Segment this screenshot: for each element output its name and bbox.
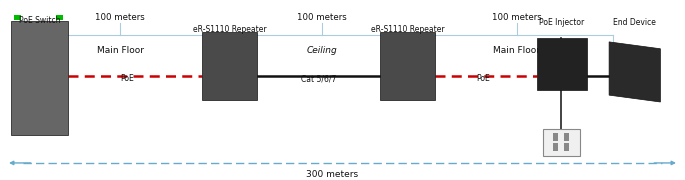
Text: End Device: End Device bbox=[613, 18, 656, 27]
Text: eR-S1110 Repeater: eR-S1110 Repeater bbox=[193, 25, 266, 34]
Text: PoE: PoE bbox=[476, 74, 490, 83]
Text: PoE Injector: PoE Injector bbox=[539, 18, 584, 27]
FancyBboxPatch shape bbox=[380, 32, 435, 100]
Text: 100 meters: 100 meters bbox=[492, 13, 542, 22]
Text: eR-S1110 Repeater: eR-S1110 Repeater bbox=[371, 25, 445, 34]
Text: PoE: PoE bbox=[121, 74, 134, 83]
Bar bbox=[564, 143, 569, 151]
Text: 100 meters: 100 meters bbox=[95, 13, 145, 22]
FancyBboxPatch shape bbox=[543, 129, 580, 156]
Bar bbox=[564, 133, 569, 141]
Text: 300 meters: 300 meters bbox=[306, 170, 358, 179]
FancyBboxPatch shape bbox=[202, 32, 257, 100]
FancyBboxPatch shape bbox=[11, 21, 68, 135]
Text: PoE Switch: PoE Switch bbox=[19, 16, 60, 25]
Bar bbox=[553, 133, 558, 141]
Bar bbox=[553, 143, 558, 151]
FancyBboxPatch shape bbox=[537, 39, 586, 90]
Bar bbox=[14, 15, 21, 20]
Text: Cat 5/6/7: Cat 5/6/7 bbox=[301, 74, 336, 83]
Text: Ceiling: Ceiling bbox=[307, 46, 338, 55]
Polygon shape bbox=[609, 42, 660, 102]
Text: Main Floor: Main Floor bbox=[97, 46, 144, 55]
Text: 100 meters: 100 meters bbox=[297, 13, 347, 22]
Text: Main Floor: Main Floor bbox=[493, 46, 540, 55]
Bar bbox=[56, 15, 63, 20]
